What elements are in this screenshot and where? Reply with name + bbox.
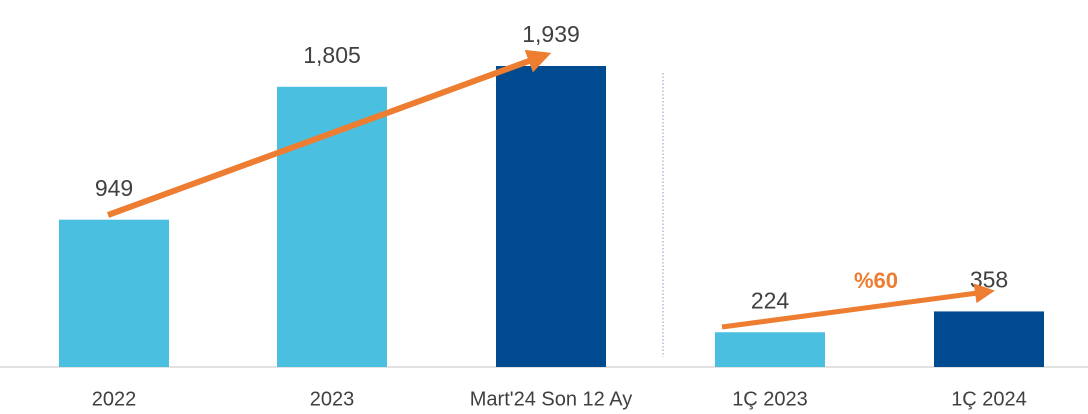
value-label: 1,939: [522, 21, 580, 47]
bar: [715, 332, 825, 367]
value-label: 358: [970, 267, 1008, 293]
x-tick-label: 2022: [92, 388, 137, 410]
bar: [277, 86, 387, 367]
bar: [496, 66, 606, 367]
value-label: 949: [95, 175, 133, 201]
growth-arrow: [721, 283, 995, 330]
value-label: 224: [751, 287, 790, 313]
x-tick-label: 1Ç 2023: [732, 388, 808, 410]
x-tick-label: 2023: [310, 388, 355, 410]
x-tick-label: Mart'24 Son 12 Ay: [470, 388, 632, 410]
bar: [59, 219, 169, 367]
value-label: 1,805: [303, 42, 361, 68]
annotation: %60: [854, 268, 898, 293]
bar: [934, 311, 1044, 367]
growth-arrow: [106, 49, 552, 218]
x-tick-label: 1Ç 2024: [951, 388, 1027, 410]
